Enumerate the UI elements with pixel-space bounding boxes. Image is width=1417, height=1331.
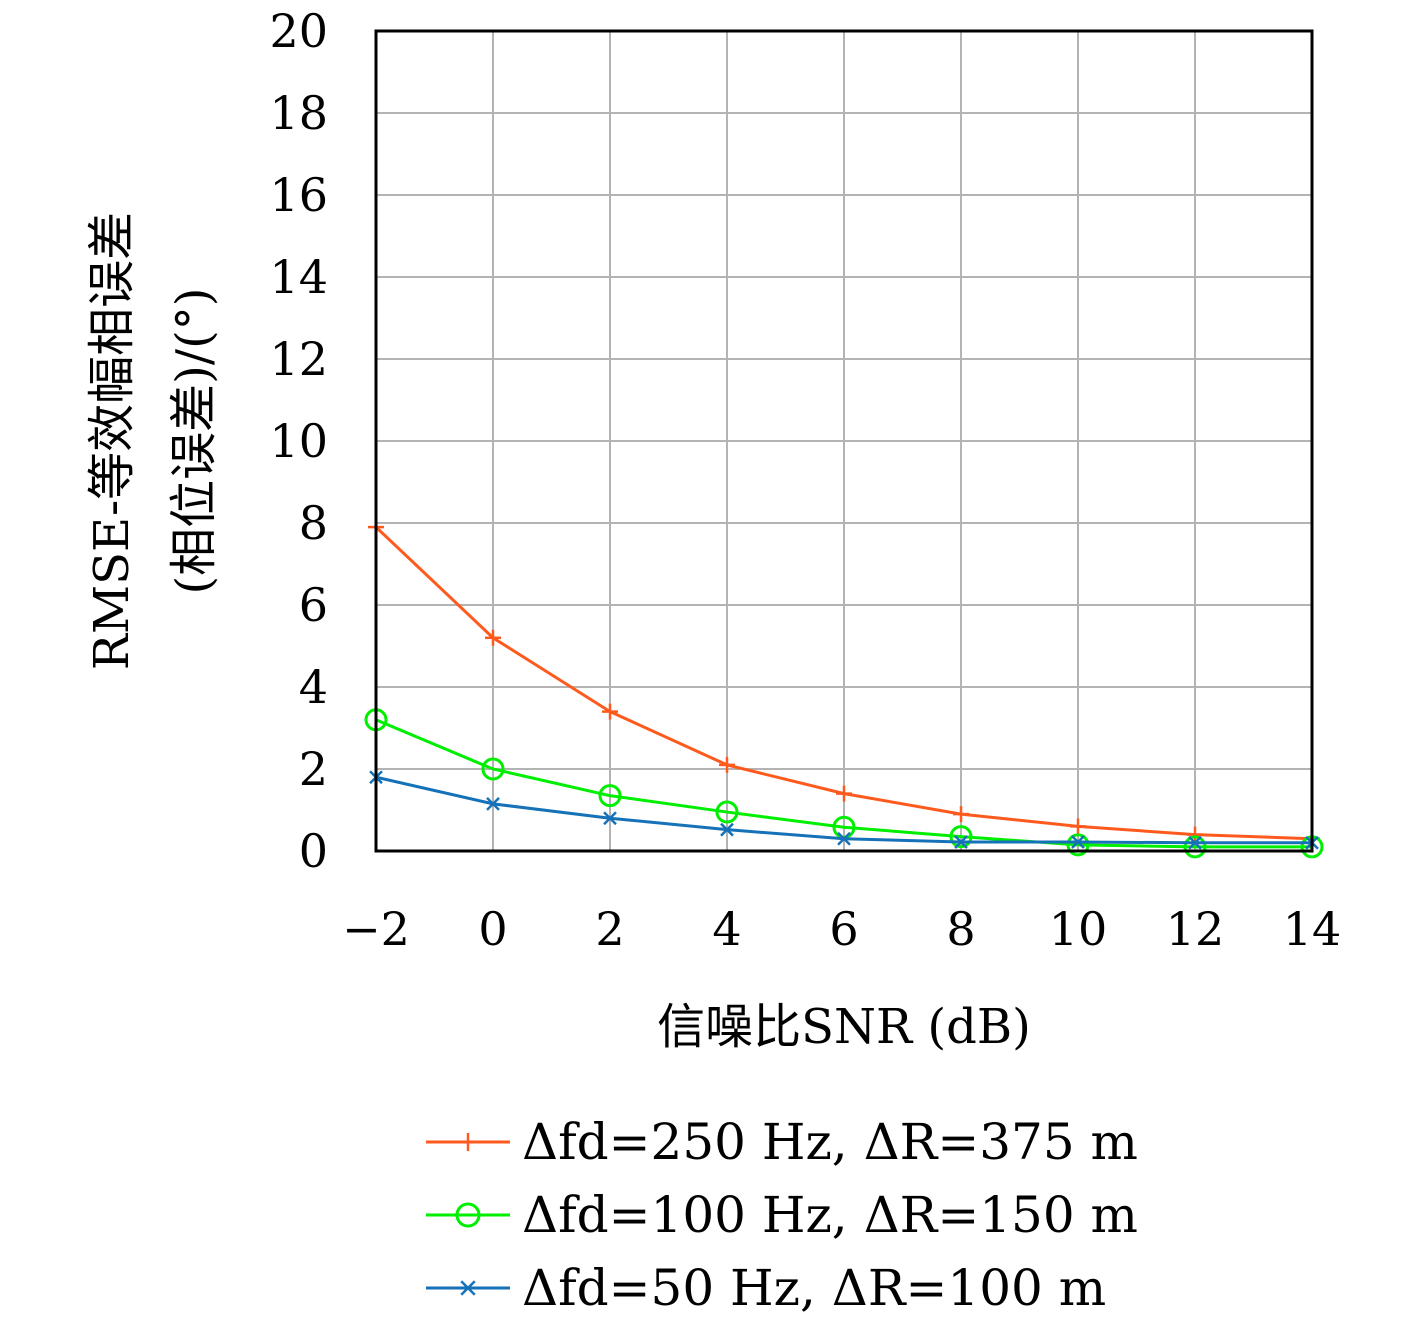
legend-label: Δfd=50 Hz, ΔR=100 m: [522, 1259, 1106, 1317]
x-tick-label: 14: [1283, 902, 1342, 956]
plus-marker: [1070, 818, 1086, 835]
legend-label: Δfd=250 Hz, ΔR=375 m: [522, 1113, 1138, 1171]
circle-marker: [598, 784, 622, 808]
x-tick-label: 0: [478, 902, 507, 956]
series-line: [375, 718, 1312, 849]
y-tick-label: 6: [299, 578, 328, 632]
y-tick-label: 14: [269, 250, 328, 304]
y-tick-label: 16: [269, 168, 328, 222]
y-tick-label: 10: [269, 414, 328, 468]
x-marker: [837, 831, 851, 846]
circle-marker: [1066, 833, 1090, 857]
x-marker: [720, 822, 734, 837]
x-tick-label: 6: [829, 902, 858, 956]
plus-marker: [836, 785, 852, 802]
plus-marker: [1187, 826, 1203, 843]
y-tick-label: 0: [299, 824, 328, 878]
y-tick-label: 8: [299, 496, 328, 550]
x-tick-label: 8: [946, 902, 975, 956]
x-tick-label: 12: [1166, 902, 1225, 956]
circle-marker: [715, 800, 739, 824]
x-marker: [954, 835, 968, 849]
y-tick-label: 18: [269, 86, 328, 140]
plus-marker: [953, 806, 969, 823]
plus-marker: [485, 629, 501, 646]
x-marker: [603, 811, 617, 826]
x-tick-label: −2: [342, 902, 410, 956]
grid: [375, 30, 1313, 852]
legend: Δfd=250 Hz, ΔR=375 m Δfd=100 Hz, ΔR=150 m…: [426, 1113, 1138, 1317]
plus-marker: [459, 1133, 477, 1151]
circle-marker: [949, 825, 973, 849]
x-axis-title: 信噪比SNR (dB): [657, 999, 1031, 1055]
legend-item: Δfd=250 Hz, ΔR=375 m: [426, 1113, 1138, 1171]
y-tick-label: 2: [299, 742, 328, 796]
plus-marker: [719, 756, 735, 773]
y-tick-label: 12: [269, 332, 328, 386]
legend-item: Δfd=50 Hz, ΔR=100 m: [426, 1259, 1106, 1317]
series: [369, 770, 1319, 850]
legend-item: Δfd=100 Hz, ΔR=150 m: [426, 1186, 1138, 1244]
y-axis-title-line2: (相位误差)/(°): [166, 287, 222, 594]
x-tick-label: 10: [1049, 902, 1108, 956]
y-tick-label: 20: [269, 4, 328, 58]
circle-marker: [455, 1202, 481, 1228]
x-marker: [486, 796, 500, 811]
legend-label: Δfd=100 Hz, ΔR=150 m: [522, 1186, 1138, 1244]
plot-frame: [374, 29, 1314, 853]
x-tick-label: 4: [712, 902, 741, 956]
y-tick-label: 4: [299, 660, 328, 714]
plus-marker: [602, 703, 618, 720]
y-axis-title: RMSE-等效幅相误差 (相位误差)/(°): [84, 212, 222, 670]
x-marker: [460, 1280, 476, 1296]
x-marker: [1071, 835, 1085, 849]
y-axis-title-line1: RMSE-等效幅相误差: [84, 212, 140, 670]
circle-marker: [1183, 835, 1207, 859]
circle-marker: [481, 757, 505, 781]
x-tick-label: 2: [595, 902, 624, 956]
tick-labels: −2 0 2 4 6 8 10 12 14 0 2 4 6 8 10 12 14 16 18 20: [269, 4, 1341, 956]
x-marker: [1188, 835, 1202, 850]
